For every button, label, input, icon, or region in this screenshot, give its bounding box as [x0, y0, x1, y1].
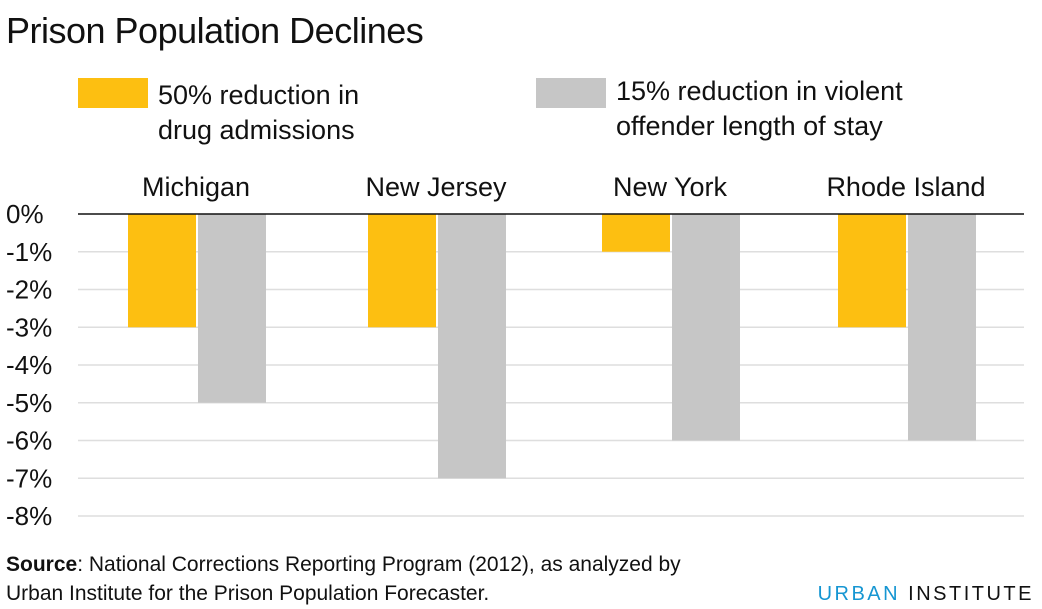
- legend-label-drug-admissions: 50% reduction in drug admissions: [158, 80, 360, 145]
- legend-swatch-drug-admissions: [78, 78, 148, 108]
- y-tick-label: -4%: [6, 350, 52, 380]
- y-tick-label: -1%: [6, 237, 52, 267]
- y-tick-label: -8%: [6, 501, 52, 531]
- category-label: New York: [613, 172, 728, 202]
- category-label: Rhode Island: [826, 172, 985, 202]
- legend-swatch-violent-offender: [536, 78, 606, 108]
- bar-drug-admissions: [128, 214, 196, 328]
- bar-violent-offender: [198, 214, 266, 403]
- y-tick-label: -3%: [6, 312, 52, 342]
- bar-chart: 0% -1% -2% -3% -4% -5% -6% -7% -8% Michigan New Je…: [6, 172, 1024, 531]
- source-text: : National Corrections Reporting Program…: [6, 553, 681, 605]
- source-label: Source: [6, 553, 78, 576]
- urban-institute-logo: URBAN INSTITUTE: [818, 583, 1034, 606]
- brand-part2: INSTITUTE: [908, 583, 1034, 605]
- bar-drug-admissions: [602, 214, 670, 252]
- y-tick-label: 0%: [6, 199, 44, 229]
- category-label: New Jersey: [365, 172, 507, 202]
- bar-violent-offender: [672, 214, 740, 441]
- legend-label-violent-offender: 15% reduction in violent offender length…: [616, 76, 903, 141]
- bar-violent-offender: [908, 214, 976, 441]
- y-tick-label: -2%: [6, 275, 52, 305]
- chart-title: Prison Population Declines: [6, 10, 424, 51]
- y-tick-label: -5%: [6, 388, 52, 418]
- brand-part1: URBAN: [817, 583, 901, 605]
- bar-drug-admissions: [838, 214, 906, 328]
- bar-violent-offender: [438, 214, 506, 479]
- category-label: Michigan: [142, 172, 250, 202]
- y-tick-label: -7%: [6, 463, 52, 493]
- bar-drug-admissions: [368, 214, 436, 328]
- legend-item-violent-offender: 15% reduction in violent offender length…: [536, 74, 903, 144]
- source-note: Source: National Corrections Reporting P…: [6, 550, 726, 608]
- legend-item-drug-admissions: 50% reduction in drug admissions: [78, 78, 359, 148]
- y-tick-label: -6%: [6, 426, 52, 456]
